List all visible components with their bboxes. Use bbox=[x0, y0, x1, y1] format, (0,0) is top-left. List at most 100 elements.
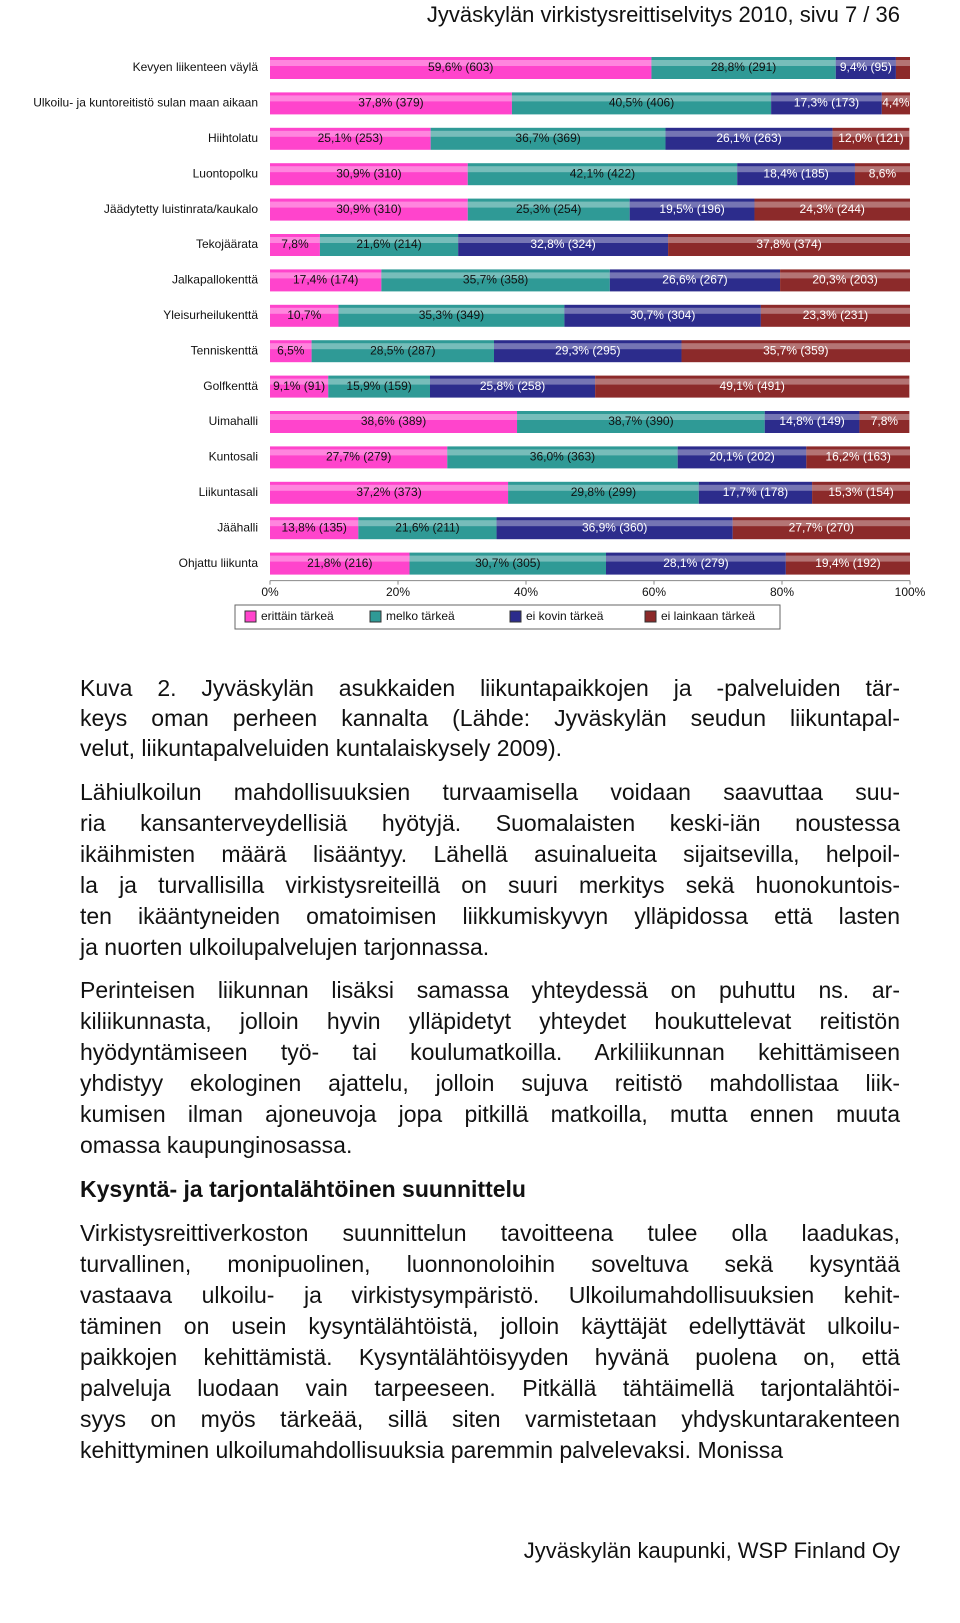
bar-highlight bbox=[496, 520, 733, 527]
value-label: 21,8% (216) bbox=[307, 556, 372, 570]
bar-segment bbox=[595, 375, 910, 398]
bar-highlight bbox=[511, 95, 772, 102]
category-label: Kevyen liikenteen väylä bbox=[133, 60, 259, 74]
legend-swatch bbox=[644, 610, 657, 623]
bar-segment bbox=[270, 481, 509, 504]
value-label: 21,6% (214) bbox=[356, 237, 421, 251]
value-label: 19,5% (196) bbox=[659, 202, 724, 216]
bar-segment bbox=[467, 198, 630, 221]
bar-segment bbox=[270, 269, 382, 292]
bar-highlight bbox=[270, 378, 329, 385]
value-label: 15,9% (159) bbox=[346, 379, 411, 393]
category-label: Luontopolku bbox=[193, 166, 258, 180]
bar-segment bbox=[764, 411, 860, 433]
paragraph-line: ja nuorten ulkoilupalvelujen tarjonnassa… bbox=[80, 934, 490, 960]
bar-segment bbox=[835, 57, 896, 79]
paragraph-line: hyödyntämiseen työ- tai koulumatkoilla. … bbox=[80, 1039, 900, 1065]
bar-highlight bbox=[754, 201, 910, 208]
value-label: 29,8% (299) bbox=[571, 485, 636, 499]
value-label: 30,7% (304) bbox=[630, 308, 695, 322]
bar-segment bbox=[458, 234, 669, 256]
value-label: 30,9% (310) bbox=[336, 166, 401, 180]
value-label: 17,7% (178) bbox=[723, 485, 788, 499]
legend-label: melko tärkeä bbox=[386, 609, 455, 623]
bar-segment bbox=[732, 517, 910, 540]
value-label: 9,4% (95) bbox=[840, 60, 892, 74]
value-label: 37,2% (373) bbox=[356, 485, 421, 499]
bar-highlight bbox=[270, 166, 468, 173]
bar-highlight bbox=[681, 343, 910, 350]
value-label: 14,8% (149) bbox=[779, 414, 844, 428]
bar-highlight bbox=[785, 555, 910, 562]
bar-segment bbox=[430, 375, 596, 398]
bar-highlight bbox=[270, 555, 410, 562]
value-label: 7,8% bbox=[281, 237, 309, 251]
chart: Kevyen liikenteen väylä 59,6% (603) 28,8% … bbox=[33, 57, 926, 630]
category-label: Ohjattu liikunta bbox=[179, 556, 259, 570]
value-label: 25,8% (258) bbox=[480, 379, 545, 393]
bar-segment bbox=[270, 198, 468, 221]
paragraph-line: täminen on usein kysyntälähtöistä, jollo… bbox=[80, 1313, 900, 1339]
bar-segment bbox=[651, 57, 836, 79]
value-label: 10,7% bbox=[287, 308, 321, 322]
category-label: Tekojäärata bbox=[196, 237, 258, 251]
bar-segment bbox=[496, 517, 733, 540]
value-label: 37,8% (379) bbox=[358, 96, 423, 110]
bar-highlight bbox=[760, 307, 910, 314]
bar-highlight bbox=[771, 95, 882, 102]
bar-segment bbox=[381, 269, 610, 292]
bar-segment bbox=[270, 92, 512, 115]
value-label: 40,5% (406) bbox=[609, 96, 674, 110]
category-label: Golfkenttä bbox=[203, 379, 258, 393]
value-label: 28,8% (291) bbox=[711, 60, 776, 74]
bar-highlight bbox=[358, 520, 497, 527]
bar-segment bbox=[270, 304, 339, 327]
category-label: Jäähalli bbox=[217, 520, 258, 534]
bar-highlight bbox=[812, 484, 910, 491]
bar-segment bbox=[270, 517, 359, 540]
category-label: Tenniskenttä bbox=[191, 343, 259, 357]
page-header: Jyväskylän virkistysreittiselvitys 2010,… bbox=[426, 2, 900, 27]
category-label: Ulkoilu- ja kuntoreitistö sulan maan aik… bbox=[33, 96, 258, 110]
value-label: 8,6% bbox=[869, 166, 897, 180]
value-label: 18,4% (185) bbox=[763, 166, 828, 180]
value-label: 20,3% (203) bbox=[812, 273, 877, 287]
category-label: Jalkapallokenttä bbox=[172, 273, 258, 287]
value-label: 21,6% (211) bbox=[395, 520, 459, 534]
bar-highlight bbox=[832, 130, 910, 137]
value-label: 36,7% (369) bbox=[515, 131, 580, 145]
bar-highlight bbox=[665, 130, 833, 137]
bar-segment bbox=[270, 375, 329, 398]
value-label: 13,8% (135) bbox=[281, 520, 346, 534]
bar-highlight bbox=[780, 272, 910, 279]
paragraph-line: palveluja luodaan vain tarpeeseen. Pitkä… bbox=[80, 1375, 900, 1401]
value-label: 38,6% (389) bbox=[361, 414, 426, 428]
paragraph-line: kehittyminen ulkoilumahdollisuuksia pare… bbox=[80, 1437, 784, 1463]
paragraph-line: Lähiulkoilun mahdollisuuksien turvaamise… bbox=[80, 779, 900, 805]
x-tick-label: 100% bbox=[895, 585, 926, 599]
legend-swatch bbox=[244, 610, 257, 623]
bar-highlight bbox=[430, 130, 666, 137]
paragraph-line: ikäihmisten määrä lisääntyy. Lähellä asu… bbox=[80, 841, 900, 867]
bar-segment bbox=[677, 446, 807, 469]
legend-box bbox=[234, 604, 781, 630]
bar-segment bbox=[698, 481, 813, 504]
bar-highlight bbox=[854, 166, 910, 173]
bar-highlight bbox=[668, 237, 910, 243]
bar-highlight bbox=[651, 60, 836, 66]
value-label: 9,1% (91) bbox=[273, 379, 325, 393]
bar-segment bbox=[311, 340, 494, 363]
value-label: 17,3% (173) bbox=[794, 96, 859, 110]
bar-segment bbox=[606, 552, 786, 575]
bar-segment bbox=[881, 92, 910, 115]
bar-highlight bbox=[270, 520, 359, 527]
bar-segment bbox=[665, 127, 833, 150]
bar-segment bbox=[832, 127, 910, 150]
value-label: 28,5% (287) bbox=[370, 343, 435, 357]
legend-swatch bbox=[369, 610, 382, 623]
bar-segment bbox=[319, 234, 459, 256]
bar-highlight bbox=[270, 272, 382, 279]
x-tick-label: 80% bbox=[770, 585, 794, 599]
bar-segment bbox=[270, 234, 320, 256]
bar-segment bbox=[328, 375, 430, 398]
